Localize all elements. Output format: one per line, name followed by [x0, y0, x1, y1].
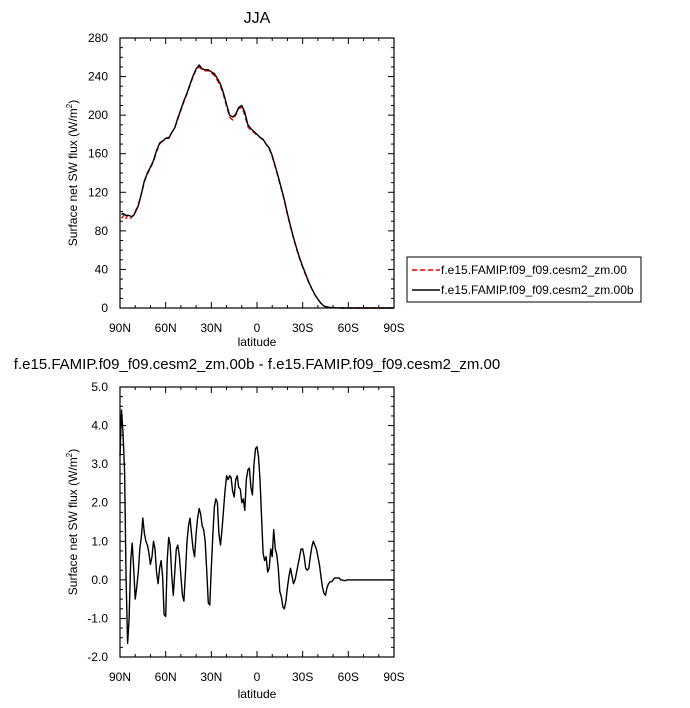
- bottom-y-axis-label-main: Surface net SW flux (W/m: [66, 457, 80, 595]
- y-tick-label: 5.0: [91, 380, 108, 394]
- bottom-data-layer: [119, 409, 394, 645]
- x-tick-label: 60S: [338, 670, 359, 684]
- bottom-y-axis-label: Surface net SW flux (W/m2): [65, 449, 80, 595]
- top-y-axis-label: Surface net SW flux (W/m2): [65, 100, 80, 246]
- top-series-line-2: [121, 64, 394, 309]
- y-tick-label: 40: [95, 262, 109, 276]
- y-tick-label: 0: [101, 301, 108, 315]
- x-tick-label: 0: [254, 670, 261, 684]
- top-data-layer: [120, 64, 394, 309]
- y-tick-label: -1.0: [87, 611, 108, 625]
- top-panel: JJA 90N 60N 30N 0 30S 60S 90S 0 40 80 120 160 200 240…: [65, 10, 405, 349]
- bottom-title: f.e15.FAMIP.f09_f09.cesm2_zm.00b - f.e15…: [14, 356, 500, 373]
- legend: f.e15.FAMIP.f09_f09.cesm2_zm.00 f.e15.FA…: [406, 256, 642, 303]
- x-tick-label: 30N: [200, 321, 222, 335]
- y-tick-label: 120: [88, 185, 108, 199]
- bottom-panel: f.e15.FAMIP.f09_f09.cesm2_zm.00b - f.e15…: [14, 356, 500, 701]
- x-tick-label: 90N: [109, 321, 131, 335]
- legend-label-series-2: f.e15.FAMIP.f09_f09.cesm2_zm.00b: [441, 283, 634, 297]
- y-tick-label: 160: [88, 147, 108, 161]
- x-tick-label: 60N: [155, 321, 177, 335]
- y-tick-label: 3.0: [91, 457, 108, 471]
- top-x-axis-label: latitude: [238, 335, 277, 349]
- legend-label-series-1: f.e15.FAMIP.f09_f09.cesm2_zm.00: [441, 263, 627, 277]
- x-tick-label: 30N: [200, 670, 222, 684]
- top-y-axis-label-close: ): [66, 100, 80, 104]
- top-y-axis-label-main: Surface net SW flux (W/m: [66, 108, 80, 246]
- y-tick-label: 200: [88, 108, 108, 122]
- x-tick-label: 90S: [383, 321, 404, 335]
- x-tick-label: 60N: [155, 670, 177, 684]
- bottom-x-axis-label: latitude: [238, 687, 277, 701]
- top-title: JJA: [244, 10, 271, 27]
- x-tick-label: 90S: [383, 670, 404, 684]
- y-tick-label: 1.0: [91, 534, 108, 548]
- y-tick-label: 80: [95, 224, 109, 238]
- top-series-line-1: [120, 66, 394, 309]
- x-tick-label: 90N: [109, 670, 131, 684]
- top-plot-frame: [119, 37, 395, 309]
- y-tick-label: 2.0: [91, 496, 108, 510]
- y-tick-label: 280: [88, 31, 108, 45]
- bottom-plot-frame: [119, 386, 395, 658]
- y-tick-label: -2.0: [87, 650, 108, 664]
- top-y-axis-label-sup: 2: [65, 103, 74, 108]
- bottom-ticks: 90N 60N 30N 0 30S 60S 90S -2.0 -1.0 0.0 1.0 2.0 3.0 4…: [87, 380, 404, 684]
- bottom-series-line-1: [119, 409, 394, 645]
- x-tick-label: 30S: [292, 321, 313, 335]
- y-tick-label: 240: [88, 70, 108, 84]
- x-tick-label: 30S: [292, 670, 313, 684]
- bottom-y-axis-label-sup: 2: [65, 452, 74, 457]
- top-ticks: 90N 60N 30N 0 30S 60S 90S 0 40 80 120 160 200 240 280: [88, 31, 405, 335]
- y-tick-label: 4.0: [91, 419, 108, 433]
- x-tick-label: 60S: [338, 321, 359, 335]
- bottom-y-axis-label-close: ): [66, 449, 80, 453]
- y-tick-label: 0.0: [91, 573, 108, 587]
- legend-box: [406, 256, 642, 303]
- x-tick-label: 0: [254, 321, 261, 335]
